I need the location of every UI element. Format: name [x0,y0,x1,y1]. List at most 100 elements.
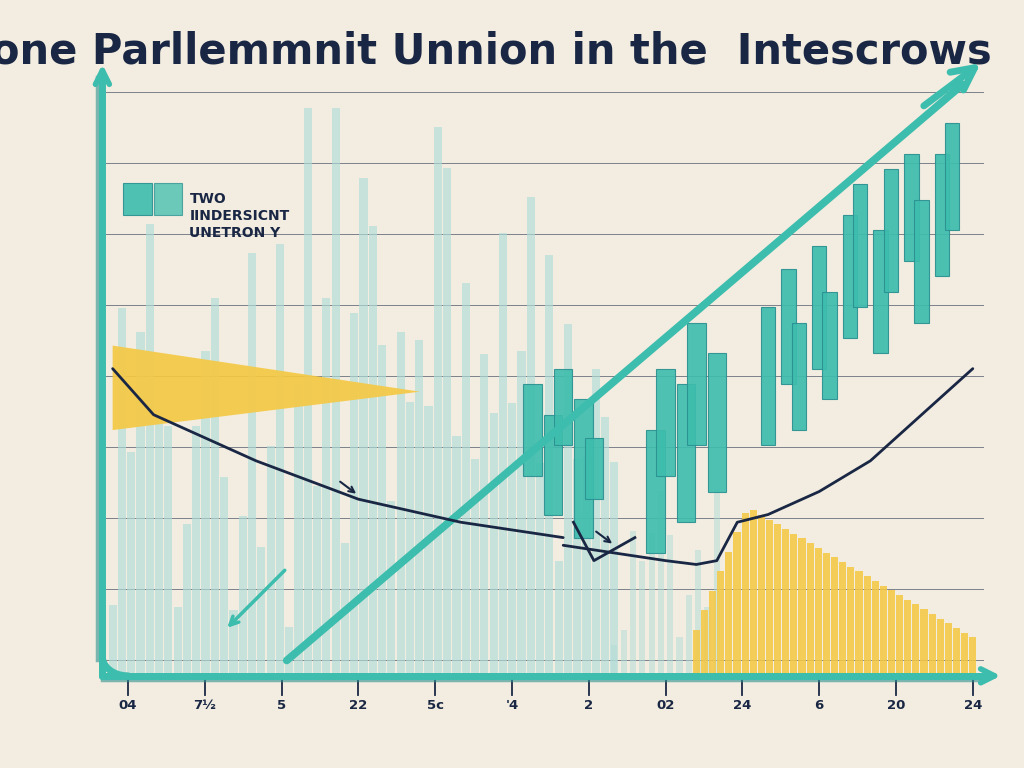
Bar [945,123,959,230]
Bar [686,595,692,676]
Text: 5c: 5c [427,699,443,712]
Bar [164,425,172,676]
Bar [815,548,822,676]
Bar [822,292,837,399]
Bar [154,183,182,215]
Bar [554,369,572,445]
Bar [545,254,553,676]
Bar [766,520,773,676]
Bar [239,516,247,676]
Bar [873,230,888,353]
Bar [396,332,404,676]
Bar [285,627,293,676]
Bar [585,438,603,499]
Bar [937,618,944,676]
Bar [136,332,144,676]
Bar [904,600,911,676]
Bar [611,645,617,676]
Bar [855,571,862,676]
Bar [953,628,961,676]
Polygon shape [113,346,420,430]
Bar [266,446,274,676]
Text: 20: 20 [887,699,905,712]
Bar [761,307,775,445]
Bar [574,399,593,538]
Bar [508,403,516,676]
Bar [592,369,600,676]
Bar [912,604,920,676]
Bar [969,637,976,676]
Bar [359,178,368,676]
Bar [799,538,806,676]
Bar [695,550,701,676]
Bar [630,531,636,676]
Bar [733,532,740,676]
Bar [657,491,664,676]
Bar [639,561,645,676]
Bar [341,543,349,676]
Bar [853,184,867,307]
Bar [888,591,895,676]
Bar [896,595,903,676]
Bar [443,167,452,676]
Text: 7½: 7½ [194,699,216,712]
Bar [573,459,582,676]
Text: 02: 02 [656,699,675,712]
Text: 24: 24 [733,699,752,712]
Bar [708,353,726,492]
Bar [725,551,732,676]
Bar [921,609,928,676]
Text: 2: 2 [585,699,593,712]
Bar [118,308,126,676]
Bar [211,298,219,676]
Bar [583,457,591,676]
Bar [480,354,488,676]
Bar [792,323,806,430]
Bar [610,462,618,676]
Bar [693,630,700,676]
Bar [499,233,507,676]
Bar [648,533,654,676]
Bar [880,586,887,676]
Bar [621,631,627,676]
Bar [830,558,838,676]
Bar [677,637,683,676]
Bar [935,154,949,276]
Bar [220,476,228,676]
Bar [555,561,563,676]
Bar [183,524,191,676]
Text: IINDERSICNT: IINDERSICNT [189,209,290,223]
Text: 04: 04 [119,699,137,712]
Text: '4: '4 [506,699,518,712]
Bar [202,350,210,676]
Bar [750,510,757,676]
Bar [517,350,525,676]
Bar [564,324,572,676]
Bar [523,384,542,476]
Bar [705,607,711,676]
Bar [812,246,826,369]
Bar [174,607,182,676]
Bar [155,410,163,676]
Text: 22: 22 [349,699,368,712]
Bar [929,614,936,676]
Bar [823,553,830,676]
Bar [782,529,790,676]
Bar [847,567,854,676]
Bar [945,624,952,676]
Bar [741,513,749,676]
Text: one Parllemmnit Unnion in the  Intescrows: one Parllemmnit Unnion in the Intescrows [0,31,992,73]
Bar [781,269,796,384]
Bar [884,169,898,292]
Text: TWO: TWO [189,192,226,206]
Text: UNETRON Y: UNETRON Y [189,226,281,240]
Bar [350,313,358,676]
Bar [406,402,414,676]
Bar [304,108,312,676]
Bar [415,339,423,676]
Bar [904,154,919,261]
Bar [489,413,498,676]
Bar [471,458,479,676]
Bar [709,591,716,676]
Bar [687,323,706,445]
